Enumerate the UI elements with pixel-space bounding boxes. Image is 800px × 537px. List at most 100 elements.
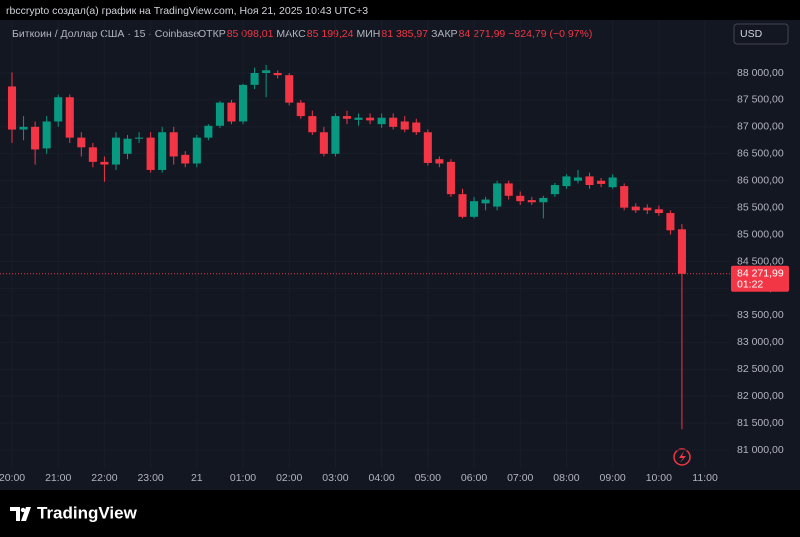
y-tick-label: 88 000,00 <box>737 67 784 79</box>
candle-body <box>285 75 294 103</box>
x-tick-label: 04:00 <box>368 472 394 484</box>
chart-pane <box>0 20 800 490</box>
currency-button[interactable] <box>733 23 789 45</box>
x-tick-label: 11:00 <box>692 472 718 484</box>
candle-body <box>31 126 40 150</box>
candle-body <box>227 102 236 122</box>
candle-body <box>42 121 51 149</box>
y-tick-label: 81 000,00 <box>737 444 784 456</box>
x-tick-label: 10:00 <box>646 472 672 484</box>
last-price-box <box>731 265 789 292</box>
x-tick-label: 22:00 <box>91 472 117 484</box>
candle-body <box>123 138 132 154</box>
candle-body <box>677 229 686 274</box>
ohlc-value: 84 271,99 <box>459 28 506 40</box>
candle-body <box>181 154 190 164</box>
x-tick-label: 03:00 <box>322 472 348 484</box>
last-price-label: 84 271,99 <box>737 268 784 280</box>
ohlc-label: ЗАКР <box>431 28 457 40</box>
candle-body <box>446 161 455 195</box>
candle-body <box>158 132 167 170</box>
countdown: 01:22 <box>737 279 763 291</box>
candle-body <box>493 183 502 207</box>
y-tick-label: 83 500,00 <box>737 309 784 321</box>
candle-body <box>620 186 629 208</box>
candle-body <box>377 117 386 125</box>
candle-body <box>423 132 432 163</box>
candle-body <box>412 122 421 133</box>
y-tick-label: 85 500,00 <box>737 201 784 213</box>
candle-body <box>516 195 525 202</box>
symbol: Биткоин / Доллар США · 15 · Coinbase <box>12 28 199 40</box>
y-tick-label: 86 000,00 <box>737 174 784 186</box>
candle-body <box>654 209 663 214</box>
candle-body <box>504 183 513 196</box>
candle-body <box>169 132 178 157</box>
x-tick-label: 05:00 <box>415 472 441 484</box>
candle-body <box>250 72 259 85</box>
y-tick-label: 82 500,00 <box>737 363 784 375</box>
candle-body <box>7 86 17 130</box>
y-tick-label: 83 000,00 <box>737 336 784 348</box>
candle-body <box>19 126 28 130</box>
currency: USD <box>740 28 763 40</box>
x-tick-label: 21 <box>191 472 203 484</box>
candle-body <box>192 137 201 164</box>
candle-body <box>65 97 74 138</box>
x-tick-label: 09:00 <box>600 472 626 484</box>
candle-body <box>527 200 536 203</box>
candle-body <box>400 121 409 130</box>
change: −824,79 (−0,97%) <box>508 28 592 40</box>
x-tick-label: 06:00 <box>461 472 487 484</box>
candle-body <box>319 132 328 154</box>
x-tick-label: 23:00 <box>137 472 163 484</box>
x-tick-label: 07:00 <box>507 472 533 484</box>
candle-body <box>366 117 375 121</box>
candle-body <box>585 176 594 186</box>
candle-body <box>597 180 606 184</box>
ohlc: ОТКР 85 098,01 МАКС 85 199,24 МИН 81 385,97 ЗА… <box>198 28 592 40</box>
x-tick-label: 21:00 <box>45 472 71 484</box>
x-tick-label: 02:00 <box>276 472 302 484</box>
candle-body <box>135 137 144 139</box>
candle-body <box>666 213 675 231</box>
candle-body <box>631 206 640 211</box>
candle-body <box>435 159 444 164</box>
candle-body <box>354 117 363 120</box>
ohlc-value: 81 385,97 <box>381 28 428 40</box>
candle-body <box>481 199 490 204</box>
candle-body <box>573 177 583 181</box>
candle-body <box>308 116 317 133</box>
x-tick-label: 08:00 <box>553 472 579 484</box>
candle-body <box>389 117 398 127</box>
y-tick-label: 87 000,00 <box>737 121 784 133</box>
candle-body <box>204 125 213 138</box>
candle-body <box>608 177 617 188</box>
y-tick-label: 86 500,00 <box>737 148 784 160</box>
candle-body <box>215 102 224 126</box>
candle-body <box>296 102 305 117</box>
candle-body <box>539 197 548 203</box>
logo <box>10 507 31 521</box>
y-tick-label: 82 000,00 <box>737 390 784 402</box>
y-tick-label: 84 500,00 <box>737 255 784 267</box>
x-tick-label: 01:00 <box>230 472 256 484</box>
alert-bolt <box>679 451 686 463</box>
candle-body <box>262 70 271 73</box>
x-tick-label: 20:00 <box>0 472 25 484</box>
ohlc-label: МАКС <box>276 28 306 40</box>
candle-body <box>146 137 155 170</box>
y-tick-label: 81 500,00 <box>737 417 784 429</box>
candle-body <box>550 185 559 195</box>
candle-body <box>331 116 340 154</box>
ohlc-label: МИН <box>356 28 380 40</box>
candle-body <box>458 194 467 217</box>
ohlc-value: 85 199,24 <box>307 28 354 40</box>
candle-body <box>54 97 63 122</box>
alert-icon[interactable] <box>673 448 691 466</box>
candle-body <box>100 161 109 165</box>
candle-body <box>77 137 86 148</box>
ohlc-value: 85 098,01 <box>227 28 274 40</box>
brand: TradingView <box>37 503 138 522</box>
